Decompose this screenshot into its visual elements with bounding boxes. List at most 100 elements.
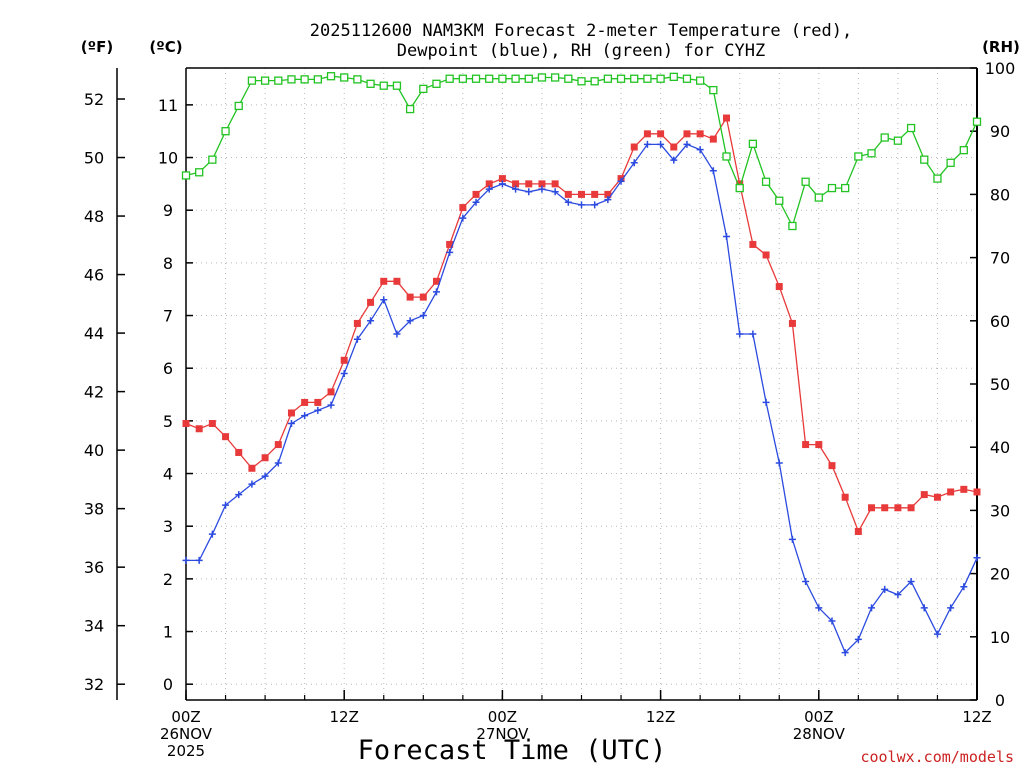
x-tick-label-line: 28NOV (793, 725, 846, 743)
data-point (564, 198, 572, 206)
fahrenheit-tick-label: 50 (84, 149, 104, 168)
data-point (802, 441, 810, 449)
rh-tick-label: 90 (990, 122, 1010, 141)
celsius-unit-label: (ºC) (149, 38, 182, 56)
celsius-tick-label: 3 (163, 517, 173, 536)
data-point (182, 420, 190, 427)
data-point (736, 330, 744, 338)
data-point (550, 73, 560, 82)
data-point (920, 604, 928, 612)
data-point (723, 114, 731, 122)
data-point (591, 190, 599, 198)
x-tick-label-line: 2025 (167, 742, 205, 760)
data-point (366, 79, 375, 88)
data-point (893, 136, 903, 145)
data-point (380, 277, 388, 285)
data-point (485, 74, 494, 83)
data-point (446, 240, 454, 248)
data-point (208, 155, 217, 164)
data-point (327, 388, 335, 396)
data-point (722, 152, 731, 161)
data-point (353, 319, 361, 327)
data-point (591, 201, 599, 209)
data-point (222, 433, 230, 441)
data-point (814, 193, 823, 202)
data-point (894, 504, 902, 512)
data-point (353, 335, 361, 343)
rh-tick-label: 30 (990, 501, 1010, 520)
data-point (604, 190, 612, 198)
fahrenheit-tick-label: 46 (84, 266, 104, 285)
data-point (788, 319, 796, 327)
data-point (960, 485, 968, 493)
fahrenheit-tick-label: 48 (84, 207, 104, 226)
data-point (643, 130, 651, 138)
data-point (669, 72, 678, 81)
rh-tick-label: 10 (990, 628, 1010, 647)
data-point (630, 74, 639, 83)
data-point (301, 412, 309, 420)
data-point (340, 369, 348, 377)
data-point (735, 183, 744, 193)
data-point (788, 535, 796, 543)
chart-title-line1: 2025112600 NAM3KM Forecast 2-meter Tempe… (310, 21, 852, 41)
data-point (907, 578, 915, 585)
data-point (617, 177, 625, 185)
data-point (761, 177, 771, 186)
data-series (181, 72, 982, 657)
series-line (185, 116, 978, 534)
rh-tick-label: 60 (990, 312, 1010, 331)
data-point (432, 277, 440, 285)
data-point (762, 251, 770, 259)
data-point (512, 180, 520, 188)
data-point (235, 448, 243, 456)
data-point (815, 604, 823, 612)
data-point (419, 84, 428, 94)
axes: 0123456789101132343638404244464850520102… (84, 59, 1015, 760)
data-point (564, 190, 572, 198)
data-point (868, 504, 876, 512)
data-point (578, 201, 585, 209)
data-point (525, 188, 533, 196)
data-point (801, 177, 810, 186)
data-point (458, 74, 468, 83)
data-point (340, 73, 349, 82)
data-point (498, 175, 506, 183)
data-point (802, 578, 810, 585)
fahrenheit-tick-label: 44 (84, 324, 104, 343)
data-point (472, 198, 480, 206)
celsius-tick-label: 0 (163, 675, 173, 694)
x-tick-label: 12Z (962, 708, 991, 726)
celsius-tick-label: 9 (163, 201, 173, 220)
data-point (683, 140, 691, 148)
rh-tick-label: 50 (990, 375, 1010, 394)
data-point (696, 146, 704, 154)
data-point (195, 556, 203, 564)
data-point (459, 214, 467, 222)
data-point (828, 462, 836, 470)
data-point (933, 174, 942, 183)
rh-unit-label: (RH) (982, 38, 1020, 56)
data-point (367, 298, 375, 306)
data-point (353, 75, 362, 84)
data-point (590, 77, 599, 86)
data-point (736, 180, 744, 188)
data-point (472, 190, 480, 198)
data-point (709, 135, 717, 143)
data-point (907, 504, 915, 512)
data-point (248, 480, 256, 488)
data-point (379, 81, 388, 90)
data-point (749, 240, 757, 248)
data-point (393, 330, 401, 338)
data-point (406, 293, 414, 301)
data-point (432, 288, 440, 296)
data-point (723, 233, 731, 241)
data-point (960, 583, 968, 591)
data-point (643, 74, 652, 83)
data-point (947, 488, 955, 496)
data-point (827, 183, 837, 193)
data-point (894, 591, 902, 599)
fahrenheit-tick-label: 32 (84, 675, 104, 694)
data-point (432, 79, 441, 88)
